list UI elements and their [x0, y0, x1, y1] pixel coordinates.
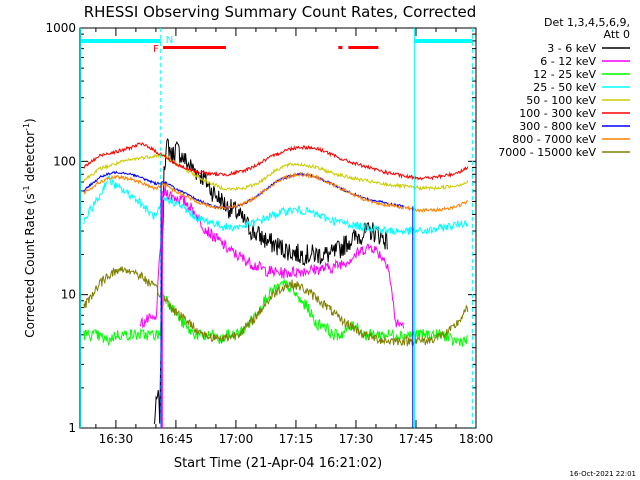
- y-axis-label-end: ): [23, 118, 37, 123]
- flare-label: F: [153, 44, 159, 55]
- legend-entry-1: 6 - 12 keV: [540, 55, 596, 68]
- plot-area: 16:30 16:45 17:00 17:15 17:30 17:45 18:00 1 10 10…: [45, 21, 493, 446]
- flare-bar-0: [163, 46, 226, 49]
- night-bar-1: [414, 39, 473, 43]
- series-line-2: [83, 279, 468, 347]
- legend-entry-4: 50 - 100 keV: [526, 94, 596, 107]
- legend-entry-0: 3 - 6 keV: [547, 42, 596, 55]
- y-axis-label-main: Corrected Count Rate (s: [23, 193, 37, 337]
- y-tick-label-1: 10: [61, 288, 76, 302]
- night-label: N: [166, 35, 173, 46]
- x-tick-label-1: 16:45: [159, 432, 194, 446]
- y-axis-label-sup-1: -1: [22, 185, 31, 193]
- y-axis-label: Corrected Count Rate (s-1 detector-1): [22, 118, 37, 337]
- y-tick-label-0: 1: [68, 421, 76, 435]
- series-line-3: [83, 174, 469, 236]
- x-axis-label: Start Time (21-Apr-04 16:21:02): [174, 456, 382, 471]
- legend-entry-3: 25 - 50 keV: [533, 81, 596, 94]
- legend-entry-7: 800 - 7000 keV: [512, 133, 596, 146]
- x-tick-label-5: 17:45: [399, 432, 434, 446]
- y-tick-label-2: 100: [53, 154, 76, 168]
- series-line-7: [83, 171, 469, 213]
- plot-frame: [79, 27, 477, 429]
- x-tick-label-3: 17:15: [279, 432, 314, 446]
- y-axis-label-sup-2: -1: [22, 123, 31, 131]
- legend-entry-6: 300 - 800 keV: [519, 120, 596, 133]
- timestamp: 16-Oct-2021 22:01: [570, 470, 636, 478]
- legend-header-line-1: Det 1,3,4,5,6,9,: [544, 16, 630, 29]
- x-tick-label-0: 16:30: [99, 432, 134, 446]
- legend-entry-8: 7000 - 15000 keV: [498, 146, 596, 159]
- series-line-5: [83, 142, 469, 181]
- x-tick-label-2: 17:00: [219, 432, 254, 446]
- legend-entry-5: 100 - 300 keV: [519, 107, 596, 120]
- chart-title: RHESSI Observing Summary Count Rates, Co…: [84, 3, 477, 21]
- series-line-0: [153, 138, 388, 425]
- series-line-4: [83, 153, 469, 192]
- series-line-8: [83, 266, 469, 347]
- x-tick-label-4: 17:30: [339, 432, 374, 446]
- x-tick-label-6: 18:00: [459, 432, 494, 446]
- legend-entry-2: 12 - 25 keV: [533, 68, 596, 81]
- y-tick-label-3: 1000: [45, 21, 76, 35]
- legend-header-line-2: Att 0: [604, 28, 630, 41]
- y-axis-label-mid: detector: [23, 131, 37, 186]
- flare-bar-1: [338, 46, 343, 49]
- night-bar-0: [80, 39, 161, 43]
- flare-bar-2: [348, 46, 379, 49]
- series-line-1: [139, 186, 404, 329]
